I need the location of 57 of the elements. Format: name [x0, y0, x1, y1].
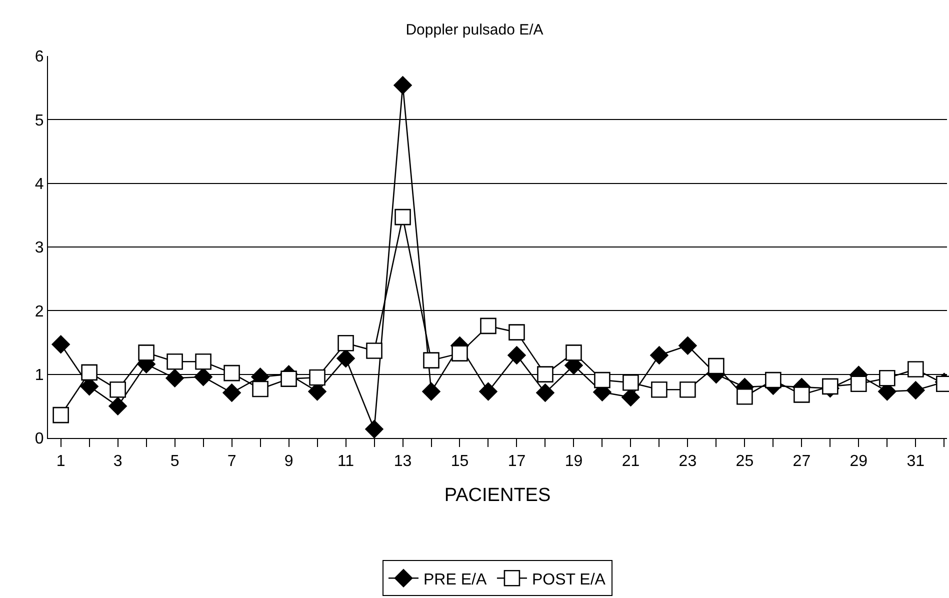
- x-tick-label: 29: [850, 453, 868, 470]
- point: [480, 318, 496, 334]
- point: [81, 364, 98, 381]
- point: [194, 368, 212, 386]
- point: [394, 76, 412, 94]
- point: [479, 382, 498, 401]
- x-tick-label: 15: [450, 453, 469, 470]
- x-tick-label: 11: [337, 453, 354, 470]
- point: [822, 378, 838, 395]
- point: [423, 352, 440, 368]
- chart-title: Doppler pulsado E/A: [406, 21, 544, 38]
- x-tick-label: 23: [678, 453, 697, 470]
- x-tick-label: 31: [906, 453, 925, 470]
- x-tick-label: 1: [56, 453, 66, 470]
- y-tick-label: 2: [34, 303, 44, 320]
- y-tick-label: 0: [34, 430, 44, 448]
- legend-label: PRE E/A: [424, 571, 487, 588]
- point: [224, 364, 240, 382]
- x-tick-label: 27: [792, 453, 811, 470]
- point: [650, 346, 668, 364]
- point: [365, 420, 384, 438]
- point: [166, 369, 184, 388]
- point: [678, 336, 697, 355]
- y-tick-label: 6: [34, 48, 44, 66]
- x-tick-label: 5: [170, 453, 180, 470]
- y-tick-label: 4: [34, 176, 44, 193]
- point: [906, 381, 925, 400]
- x-tick-label: 17: [508, 453, 526, 470]
- x-axis-title: PACIENTES: [444, 485, 551, 506]
- x-tick-label: 9: [284, 453, 294, 470]
- point: [536, 384, 554, 402]
- point: [765, 372, 782, 388]
- point: [452, 345, 468, 362]
- point: [52, 335, 70, 354]
- point: [736, 388, 753, 405]
- point: [280, 370, 297, 387]
- point: [309, 369, 326, 386]
- y-tick-label: 3: [34, 240, 44, 257]
- x-tick-label: 25: [736, 453, 754, 470]
- x-tick-label: 21: [622, 453, 640, 470]
- point: [336, 349, 355, 368]
- x-tick-label: 7: [227, 453, 236, 470]
- point: [508, 346, 526, 364]
- y-tick-label: 1: [34, 366, 44, 384]
- point: [222, 384, 241, 402]
- x-tick-label: 13: [394, 453, 412, 470]
- x-tick-label: 19: [564, 453, 583, 470]
- point: [252, 380, 268, 398]
- point: [794, 386, 810, 403]
- x-tick-label: 3: [113, 453, 122, 470]
- point: [108, 397, 127, 416]
- point: [850, 376, 867, 392]
- point: [422, 382, 440, 401]
- point: [708, 358, 724, 374]
- point: [594, 372, 610, 388]
- legend-label: POST E/A: [532, 571, 606, 588]
- y-tick-label: 5: [34, 112, 44, 130]
